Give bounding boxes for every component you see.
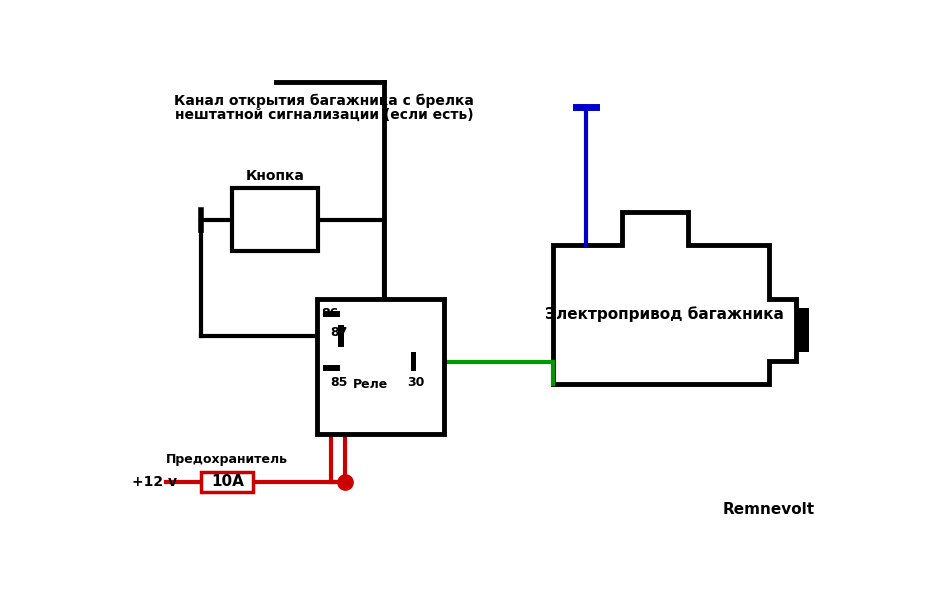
Text: 30: 30	[407, 376, 425, 389]
Text: Предохранитель: Предохранитель	[166, 453, 289, 466]
Polygon shape	[553, 212, 796, 384]
Bar	[316, 299, 444, 434]
Bar	[201, 472, 253, 491]
Text: 85: 85	[330, 376, 348, 389]
Bar	[323, 311, 339, 317]
Text: 86: 86	[321, 307, 339, 320]
Text: Канал открытия багажника с брелка: Канал открытия багажника с брелка	[174, 94, 475, 108]
Text: 10А: 10А	[211, 474, 243, 489]
Text: +12 v: +12 v	[131, 475, 177, 488]
Text: Электропривод багажника: Электропривод багажника	[545, 307, 784, 322]
Text: Remnevolt: Remnevolt	[722, 502, 815, 517]
Text: нештатной сигнализации (если есть): нештатной сигнализации (если есть)	[175, 107, 474, 121]
Text: 87: 87	[330, 326, 348, 339]
Bar	[339, 325, 343, 347]
Bar	[411, 352, 416, 371]
Text: Реле: Реле	[352, 379, 388, 391]
Bar	[323, 365, 339, 371]
Bar	[796, 308, 809, 352]
Bar	[232, 187, 318, 251]
Text: Кнопка: Кнопка	[245, 169, 304, 183]
